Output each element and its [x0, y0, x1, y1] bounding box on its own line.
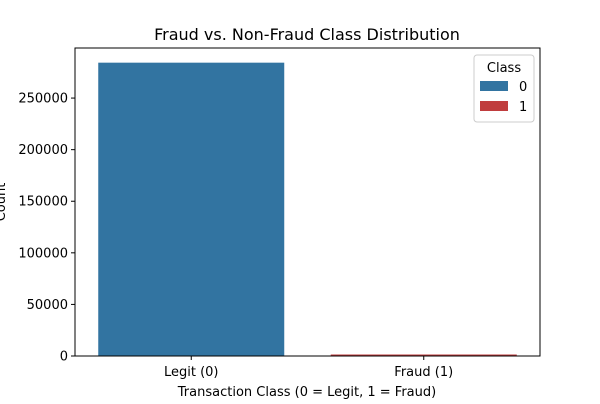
y-tick-label: 250000 [18, 92, 68, 107]
legend-label-1: 1 [519, 100, 527, 115]
y-tick-label: 50000 [27, 298, 68, 313]
axes-frame [74, 47, 541, 357]
bar-fraud-1 [330, 354, 517, 356]
y-tick-label: 200000 [18, 143, 68, 158]
x-axis-label: Transaction Class (0 = Legit, 1 = Fraud) [177, 385, 436, 400]
legend-label-0: 0 [519, 80, 527, 95]
y-tick-label: 150000 [18, 195, 68, 210]
y-tick-label: 0 [60, 350, 68, 365]
chart-title: Fraud vs. Non-Fraud Class Distribution [154, 25, 460, 44]
y-axis-ticks: 0 50000 100000 150000 200000 250000 [18, 92, 75, 365]
bars-layer [98, 62, 517, 357]
x-tick-label: Legit (0) [164, 365, 219, 380]
x-tick-label: Fraud (1) [394, 365, 453, 380]
legend-entries: 01 [480, 80, 527, 115]
bar-legit-0 [98, 62, 285, 357]
y-tick-label: 100000 [18, 246, 68, 261]
legend-swatch-0 [480, 81, 508, 91]
legend-title: Class [487, 61, 521, 76]
x-axis-ticks: Legit (0) Fraud (1) [164, 356, 453, 380]
y-axis-label: Count [0, 183, 9, 222]
legend: Class 01 [473, 54, 535, 123]
legend-swatch-1 [480, 101, 508, 111]
